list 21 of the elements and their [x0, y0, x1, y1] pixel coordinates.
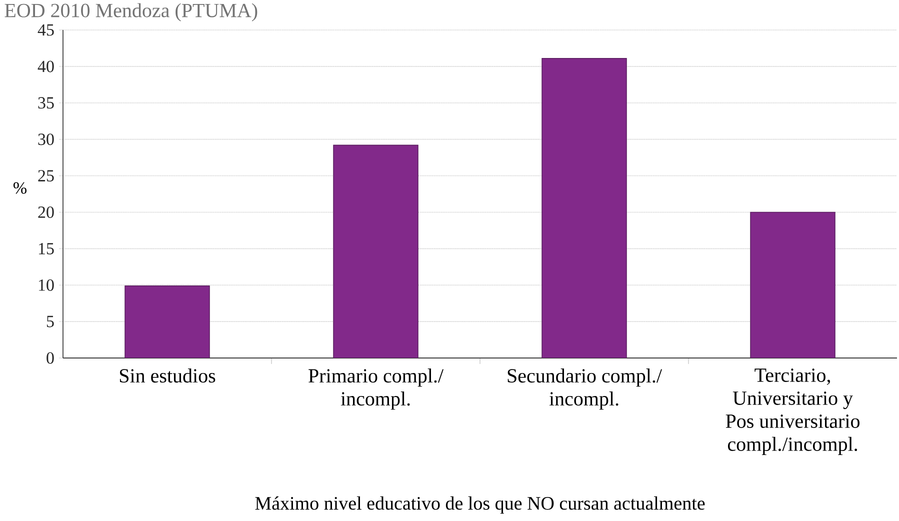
bar	[333, 144, 418, 358]
bar	[750, 212, 836, 358]
y-tick-label: 15	[38, 242, 54, 254]
bar	[124, 285, 210, 358]
text: EOD 2010 Mendoza (PTUMA)	[4, 3, 258, 22]
y-tick-label: 40	[38, 60, 54, 72]
y-axis-title: %	[13, 182, 26, 194]
x-tick-label: Secundario compl./ incompl.	[508, 368, 662, 410]
x-axis-title: Máximo nivel educativo de los que NO cursan actualmente	[255, 496, 705, 514]
y-tick-label: 35	[38, 97, 54, 109]
y-tick-label: 10	[38, 279, 54, 291]
x-tick-label: Primario compl./ incompl.	[308, 368, 444, 410]
y-tick-label: 20	[38, 206, 54, 218]
y-tick-label: 5	[46, 316, 54, 328]
x-tick-label: Sin estudios	[120, 368, 216, 383]
bar	[542, 58, 627, 358]
x-tick-label: Terciario, Universitario y Pos universitario compl./incompl.	[726, 368, 860, 456]
y-tick-label: 25	[38, 170, 54, 182]
y-tick-label: 45	[38, 24, 54, 36]
y-tick-label: 30	[38, 134, 54, 146]
y-tick-label: 0	[46, 352, 54, 364]
